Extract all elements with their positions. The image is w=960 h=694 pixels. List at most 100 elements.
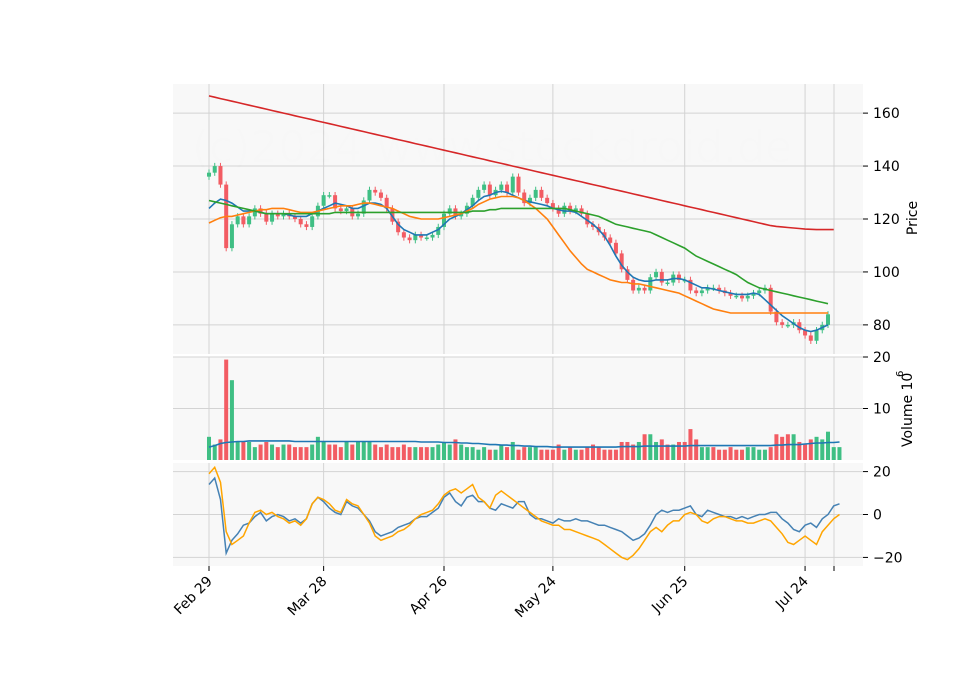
volume-bar (275, 447, 280, 460)
moving-average-line (208, 199, 829, 305)
candle-body (539, 189, 544, 198)
candle-body (499, 184, 504, 190)
candle-body (780, 322, 785, 325)
volume-bar (396, 447, 401, 460)
y-tick-label: 140 (873, 159, 900, 175)
volume-bar (785, 434, 790, 460)
volume-bar (373, 444, 378, 460)
volume-bar (229, 380, 234, 460)
y-tick-label: 20 (873, 350, 891, 366)
candle-body (310, 216, 315, 227)
candle-body (728, 293, 733, 296)
volume-bar (252, 447, 257, 460)
y-tick-label: 100 (873, 265, 900, 281)
candle-body (270, 213, 275, 222)
moving-average-line (208, 195, 828, 314)
volume-bar (654, 441, 659, 460)
candle-body (235, 216, 240, 225)
volume-bar (218, 439, 223, 460)
price-panel: 80 100 120 140 160 (173, 84, 900, 354)
volume-bar (292, 447, 297, 460)
volume-bar (550, 449, 555, 460)
volume-axis-label-text: Volume 10 (900, 373, 916, 447)
candle-body (694, 290, 699, 294)
candle-body (344, 208, 349, 212)
candle-body (550, 203, 555, 209)
volume-bar (780, 436, 785, 460)
volume-bar (757, 449, 762, 460)
volume-bar (751, 447, 756, 460)
volume-bar (808, 439, 813, 460)
volume-bar (321, 441, 326, 460)
volume-bar (619, 441, 624, 460)
volume-bar (608, 449, 613, 460)
volume-bar (820, 439, 825, 460)
volume-bar (659, 439, 664, 460)
candle-body (281, 213, 286, 217)
volume-bar (459, 444, 464, 460)
candle-body (705, 287, 710, 291)
volume-bar (636, 441, 641, 460)
volume-bar (505, 447, 510, 460)
volume-bar (562, 449, 567, 460)
volume-bar (401, 444, 406, 460)
volume-bar (367, 441, 372, 460)
candle-body (396, 221, 401, 233)
candle-body (384, 197, 389, 209)
volume-bar (476, 449, 481, 460)
volume-bar (390, 447, 395, 460)
y-tick-label: 120 (873, 212, 900, 228)
x-tick-label: Feb 29 (171, 574, 216, 619)
volume-bar (206, 436, 212, 460)
candle-body (378, 192, 383, 198)
volume-bar (235, 441, 240, 460)
candle-body (665, 282, 670, 285)
volume-bar (270, 444, 275, 460)
x-tick-label: Jun 25 (648, 574, 691, 617)
volume-bar (338, 447, 343, 460)
volume-bar (728, 447, 733, 460)
y-tick-label: 0 (873, 508, 882, 524)
volume-bar (464, 447, 469, 460)
volume-bar (591, 444, 596, 460)
candle-body (745, 295, 750, 299)
candle-body (740, 295, 745, 299)
volume-panel: 10 20 (173, 350, 891, 460)
volume-bar (516, 449, 521, 460)
volume-bar (745, 447, 750, 460)
candle-body (757, 290, 762, 294)
watermark-text: (c)2024 www.stockdroid.de (192, 122, 792, 173)
volume-bar (527, 447, 532, 460)
candle-body (252, 208, 257, 217)
volume-bar (413, 447, 418, 460)
volume-bar (304, 447, 309, 460)
volume-bar (676, 441, 681, 460)
volume-bar (791, 434, 796, 460)
candle-body (688, 279, 693, 291)
volume-bar (430, 447, 435, 460)
candle-body (808, 335, 813, 341)
volume-bar (642, 434, 647, 460)
volume-bar (344, 441, 349, 460)
candle-body (573, 208, 578, 212)
volume-bar (361, 441, 366, 460)
volume-bar (264, 441, 269, 460)
candle-body (516, 176, 521, 193)
moving-average-line (208, 95, 834, 231)
candle-body (625, 269, 630, 280)
candle-body (482, 184, 487, 190)
volume-bar (447, 444, 452, 460)
x-tick-label: Apr 26 (407, 573, 451, 617)
volume-bar (699, 447, 704, 460)
candle-body (419, 234, 424, 238)
candle-body (487, 184, 492, 196)
volume-bar (510, 441, 515, 460)
volume-bar (247, 441, 252, 460)
x-axis-ticks: Feb 29 Mar 28 Apr 26 May 24 Jun 25 Jul 24 (171, 566, 835, 621)
y-tick-label: 80 (873, 318, 891, 334)
candle-body (545, 197, 550, 204)
y-tick-label: 160 (873, 106, 900, 122)
volume-bar (797, 441, 802, 460)
candle-body (470, 197, 475, 206)
